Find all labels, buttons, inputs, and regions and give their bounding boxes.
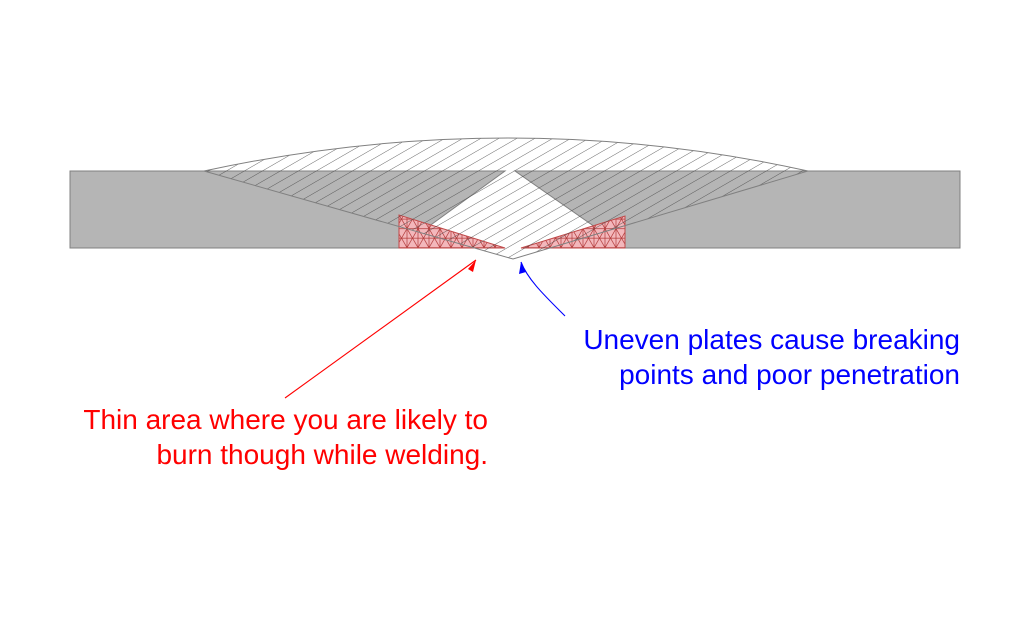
callout-arrow-blue: [521, 262, 565, 316]
weld-diagram: [0, 0, 1024, 629]
callout-text-red: Thin area where you are likely to burn t…: [78, 402, 488, 472]
callout-arrowhead-blue: [519, 262, 526, 274]
callout-arrowhead-red: [468, 260, 476, 272]
callout-arrow-red: [285, 260, 476, 398]
callout-text-blue: Uneven plates cause breaking points and …: [560, 322, 960, 392]
